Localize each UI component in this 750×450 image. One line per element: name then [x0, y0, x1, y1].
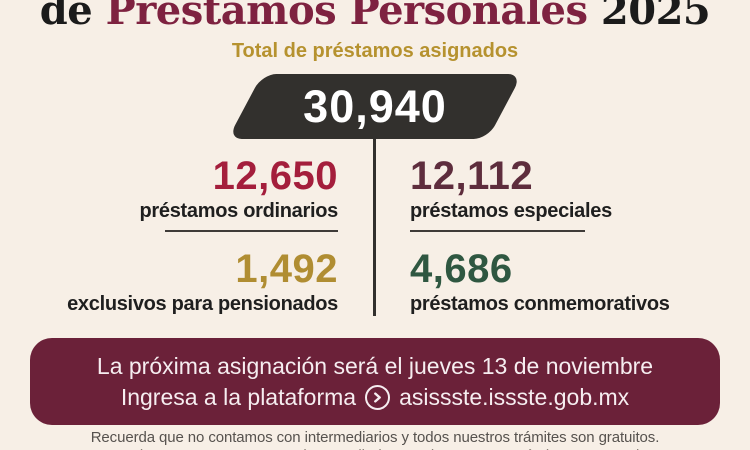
- stat-value: 1,492: [235, 247, 338, 291]
- stat-value: 12,112: [410, 154, 534, 198]
- stat-label: exclusivos para pensionados: [67, 293, 338, 315]
- title-highlight: Préstamos Personales: [105, 0, 588, 34]
- title-prefix: de: [39, 0, 93, 34]
- next-assignment-banner: La próxima asignación será el jueves 13 …: [30, 338, 720, 425]
- banner-line1: La próxima asignación será el jueves 13 …: [96, 353, 654, 379]
- page-title: de Préstamos Personales 2025: [0, 0, 750, 34]
- stat-value: 4,686: [410, 247, 513, 291]
- title-year: 2025: [600, 0, 711, 34]
- stat-prestamos-especiales: 12,112 préstamos especiales: [410, 155, 722, 232]
- stat-prestamos-conmemorativos: 4,686 préstamos conmemorativos: [410, 248, 722, 316]
- stat-exclusivos-pensionados: 1,492 exclusivos para pensionados: [30, 248, 338, 316]
- platform-url: asissste.issste.gob.mx: [399, 384, 630, 410]
- column-divider-line: [373, 138, 376, 316]
- banner-line2-text: Ingresa a la plataforma: [120, 384, 357, 410]
- banner-line2: Ingresa a la plataforma asissste.issste.…: [121, 382, 629, 412]
- stat-underline: [410, 230, 585, 232]
- total-loans-subtitle: Total de préstamos asignados: [231, 40, 519, 62]
- clipped-fineprint-line: Recuerda que no contamos con intermediar…: [0, 447, 750, 450]
- stat-value: 12,650: [212, 154, 338, 198]
- chevron-right-icon: [365, 384, 391, 410]
- stat-prestamos-ordinarios: 12,650 préstamos ordinarios: [30, 155, 338, 232]
- total-loans-value: 30,940: [303, 80, 447, 132]
- stat-underline: [165, 230, 338, 232]
- stat-label: préstamos ordinarios: [139, 200, 338, 222]
- stat-label: préstamos especiales: [410, 200, 612, 222]
- stat-label: préstamos conmemorativos: [410, 293, 670, 315]
- disclaimer-text: Recuerda que no contamos con intermediar…: [90, 429, 660, 446]
